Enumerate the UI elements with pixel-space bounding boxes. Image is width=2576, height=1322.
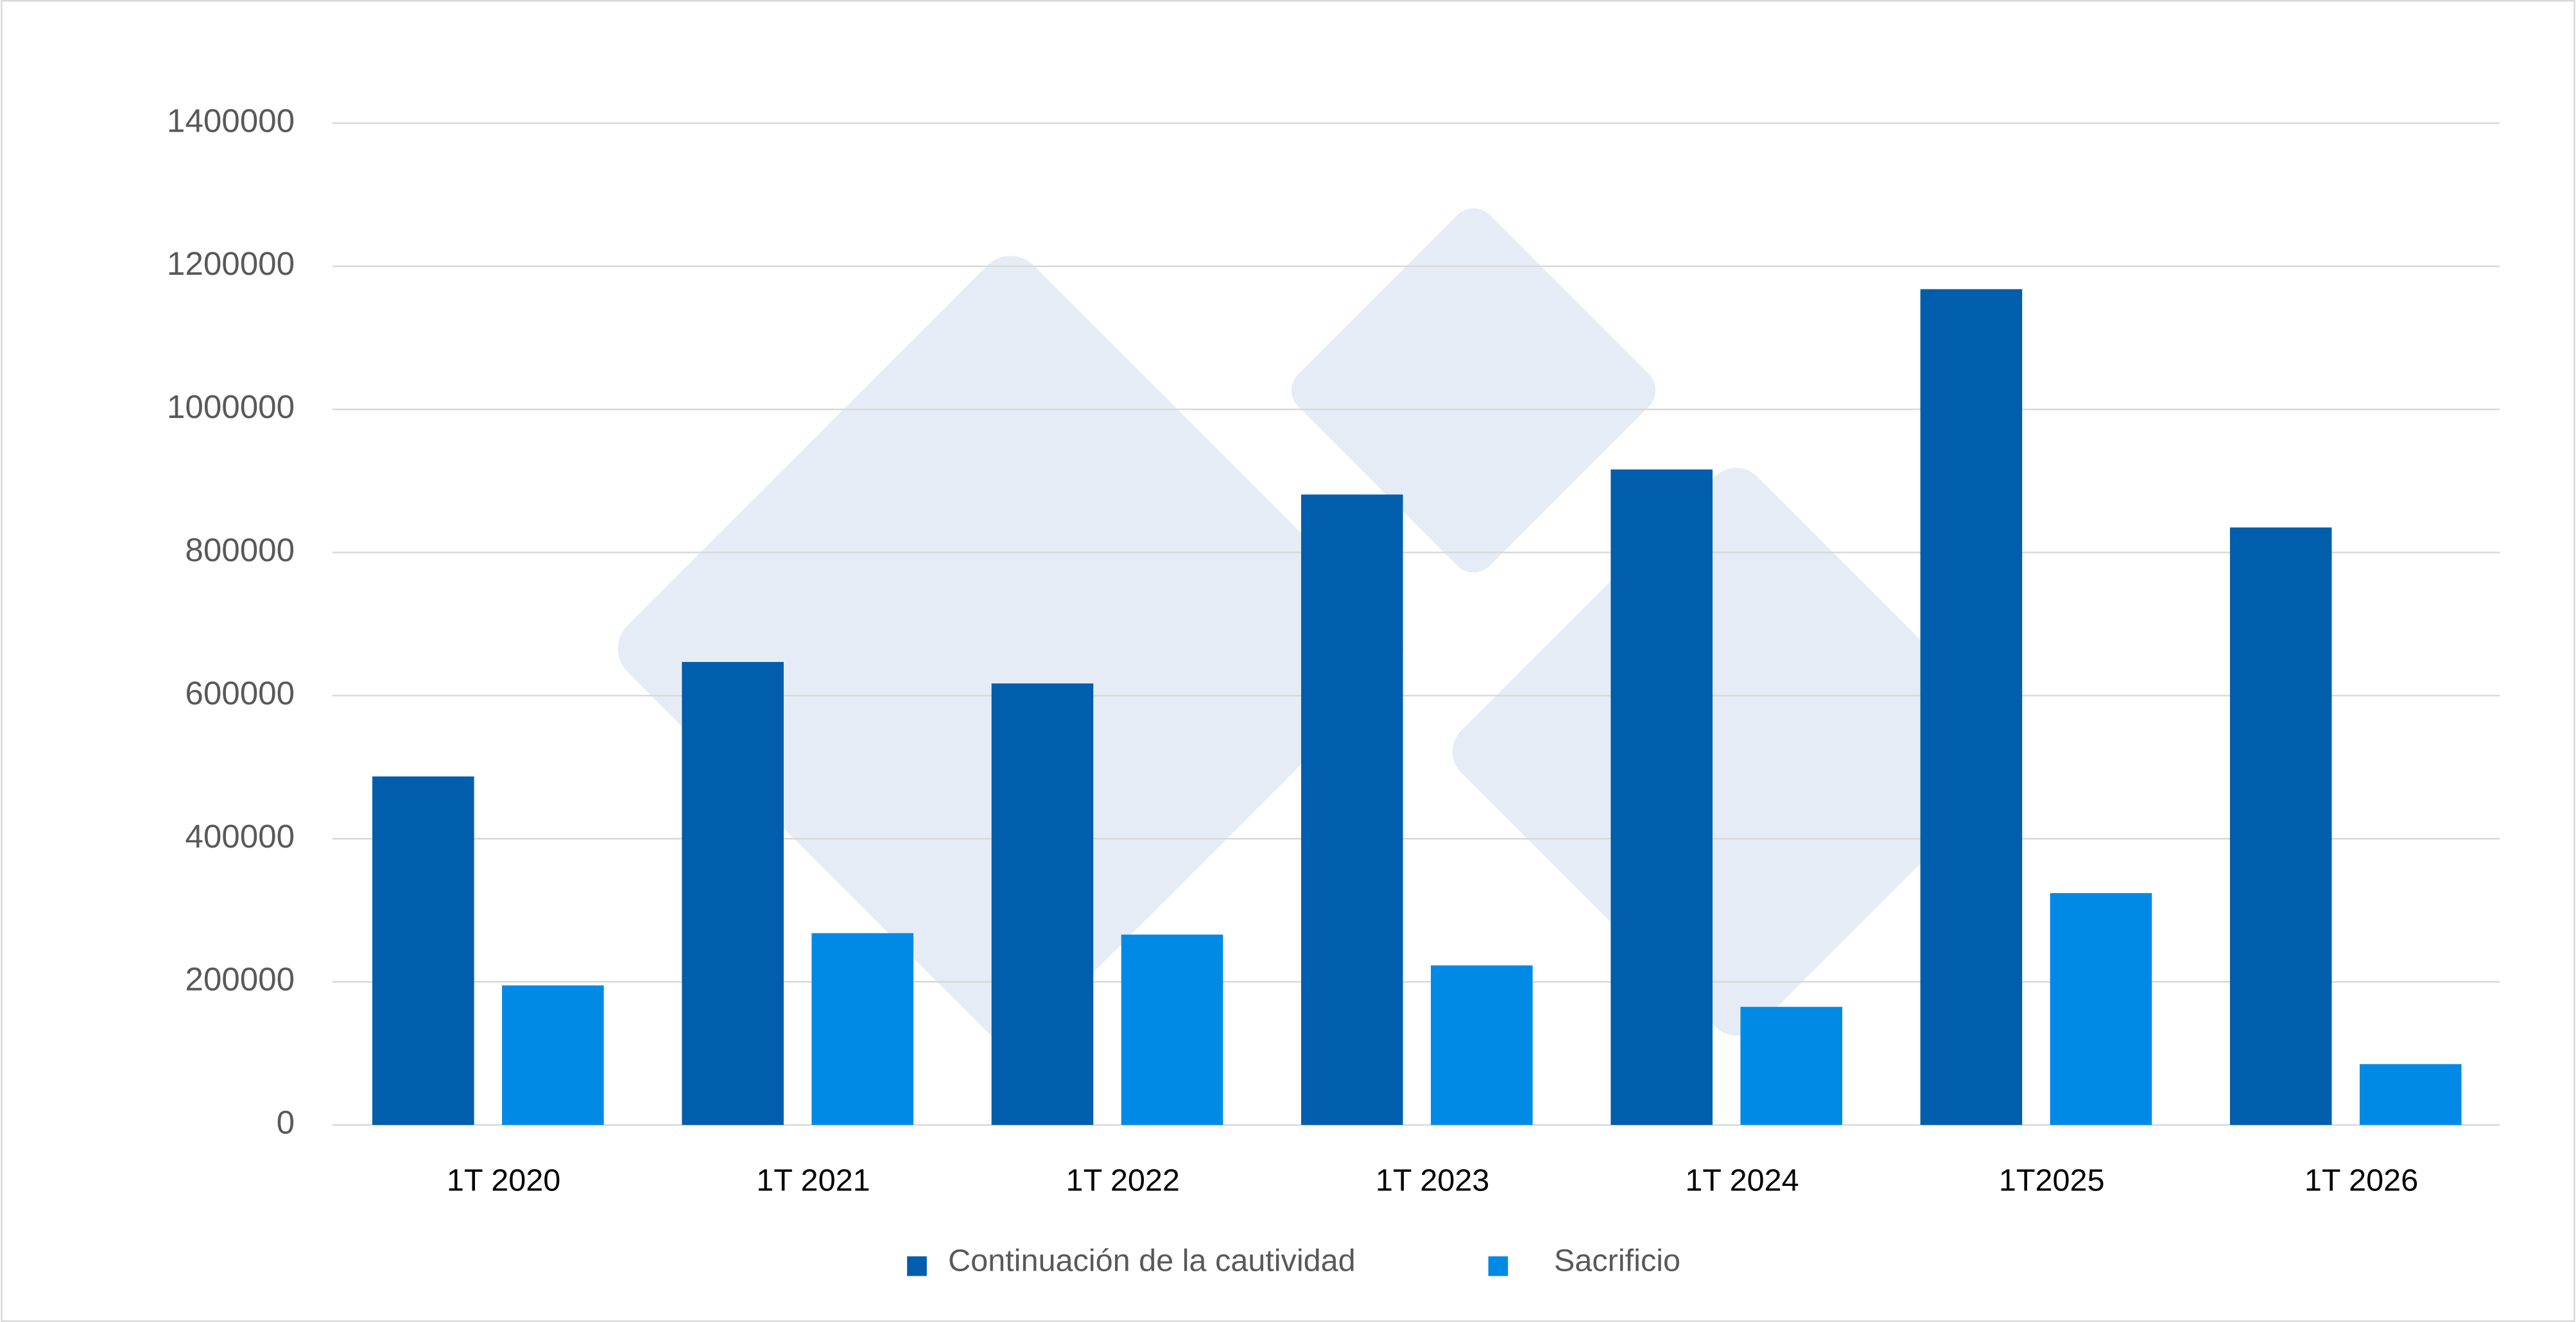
labels: 0 200000 400000 600000 800000 1000000 1200000 1…	[167, 102, 2418, 1278]
bar	[1431, 965, 1533, 1126]
x-tick-label: 1T 2026	[2304, 1163, 2418, 1197]
bars	[372, 289, 2462, 1126]
bar	[1611, 469, 1713, 1126]
bar	[2229, 527, 2332, 1126]
x-tick-label: 1T 2023	[1376, 1163, 1489, 1197]
bar	[2359, 1064, 2462, 1126]
x-tick-label: 1T 2024	[1685, 1163, 1799, 1197]
bar	[372, 776, 474, 1126]
bar	[1121, 934, 1223, 1126]
y-tick-label: 400000	[185, 818, 295, 855]
bar	[682, 662, 784, 1126]
x-tick-label: 1T 2022	[1066, 1163, 1180, 1197]
x-tick-label: 1T2025	[1999, 1163, 2105, 1197]
legend-label: Continuación de la cautividad	[948, 1244, 1356, 1278]
x-tick-label: 1T 2020	[447, 1163, 560, 1197]
bar	[811, 933, 913, 1126]
y-tick-label: 1200000	[167, 245, 295, 282]
bar	[1740, 1007, 1842, 1126]
bar	[1301, 494, 1403, 1126]
y-tick-label: 600000	[185, 675, 295, 711]
y-tick-label: 0	[277, 1104, 295, 1141]
bar	[991, 683, 1094, 1126]
legend-swatch	[1488, 1256, 1508, 1276]
watermark	[618, 208, 2020, 1042]
y-tick-label: 200000	[185, 961, 295, 998]
y-tick-label: 1000000	[167, 388, 295, 425]
bar	[1920, 289, 2023, 1126]
y-tick-label: 1400000	[167, 102, 295, 139]
legend-swatch	[907, 1256, 927, 1276]
bar	[502, 985, 604, 1126]
x-tick-label: 1T 2021	[756, 1163, 870, 1197]
legend-label: Sacrificio	[1554, 1244, 1681, 1278]
bar	[2050, 892, 2152, 1126]
y-tick-label: 800000	[185, 532, 295, 568]
